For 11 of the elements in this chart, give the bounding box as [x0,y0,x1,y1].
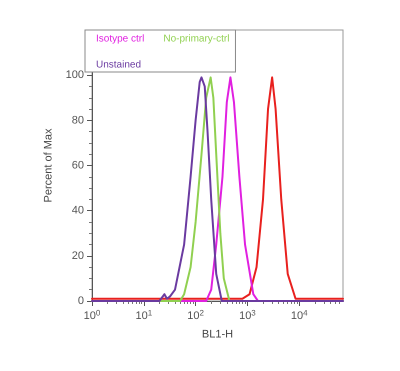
text: Unstained [96,60,142,70]
y-tick-label: 0 [78,295,84,307]
y-axis-title: Percent of Max [42,128,54,202]
y-tick-label: 80 [72,114,84,126]
x-axis-title: BL1-H [202,328,234,340]
y-tick-label: 100 [66,69,84,82]
y-tick-label: 20 [72,250,84,262]
text: Isotype ctrl [96,34,144,44]
y-tick-label: 40 [72,204,84,217]
y-tick-label: 60 [72,160,84,172]
text: No-primary-ctrl [163,34,230,44]
